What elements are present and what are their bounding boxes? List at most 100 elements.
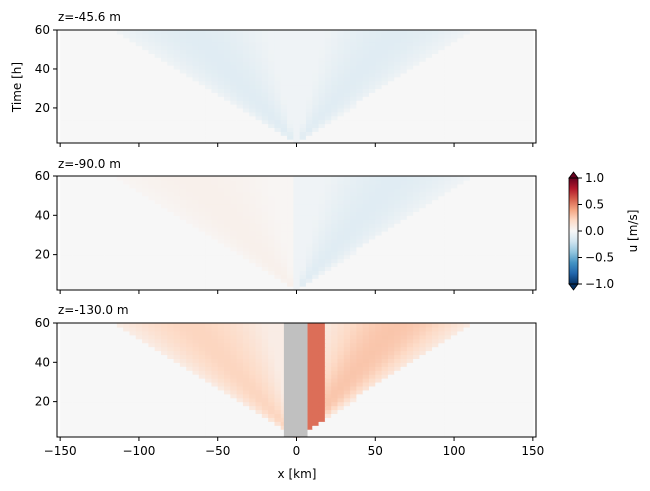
heatmap-cell: [381, 238, 389, 244]
heatmap-cell: [192, 282, 200, 287]
heatmap-cell: [469, 111, 477, 117]
heatmap-cell: [287, 250, 294, 256]
heatmap-cell: [457, 33, 465, 39]
heatmap-cell: [123, 57, 131, 62]
heatmap-cell: [520, 111, 528, 117]
heatmap-cell: [97, 30, 105, 35]
heatmap-cell: [419, 286, 427, 291]
heatmap-cell: [60, 278, 68, 283]
heatmap-cell: [450, 65, 458, 70]
heatmap-cell: [230, 262, 238, 268]
heatmap-cell: [186, 80, 194, 86]
heatmap-cell: [394, 92, 402, 97]
heatmap-cell: [72, 286, 80, 291]
heatmap-cell: [66, 417, 74, 422]
heatmap-cell: [343, 417, 351, 422]
heatmap-cell: [186, 203, 194, 209]
heatmap-cell: [394, 88, 402, 93]
heatmap-cell: [236, 223, 244, 228]
heatmap-cell: [324, 127, 332, 132]
heatmap-cell: [242, 278, 250, 283]
heatmap-cell: [413, 238, 421, 244]
heatmap-cell: [186, 207, 194, 212]
heatmap-cell: [198, 219, 206, 224]
heatmap-cell: [167, 417, 175, 422]
heatmap-cell: [482, 115, 490, 121]
heatmap-cell: [148, 76, 156, 82]
heatmap-cell: [135, 286, 143, 291]
heatmap-cell: [419, 405, 427, 411]
heatmap-cell: [476, 37, 484, 43]
heatmap-cell: [135, 417, 143, 422]
heatmap-cell: [413, 176, 421, 181]
heatmap-cell: [394, 207, 402, 212]
heatmap-cell: [356, 107, 364, 113]
heatmap-cell: [469, 421, 477, 426]
heatmap-cell: [255, 195, 263, 201]
heatmap-cell: [148, 211, 156, 216]
heatmap-cell: [135, 115, 143, 121]
heatmap-cell: [362, 227, 370, 232]
heatmap-cell: [110, 242, 118, 248]
heatmap-cell: [501, 33, 509, 39]
heatmap-cell: [110, 30, 118, 35]
heatmap-cell: [476, 203, 484, 209]
heatmap-cell: [179, 219, 187, 224]
heatmap-cell: [261, 242, 269, 248]
heatmap-cell: [261, 234, 269, 240]
heatmap-cell: [97, 41, 105, 47]
heatmap-cell: [249, 262, 257, 268]
heatmap-cell: [148, 176, 156, 181]
heatmap-cell: [343, 191, 351, 197]
heatmap-cell: [520, 234, 528, 240]
heatmap-cell: [91, 49, 99, 54]
heatmap-cell: [476, 139, 484, 144]
heatmap-cell: [457, 88, 465, 93]
heatmap-cell: [293, 215, 301, 220]
heatmap-cell: [526, 115, 534, 121]
heatmap-cell: [381, 234, 389, 240]
heatmap-cell: [104, 131, 112, 136]
heatmap-cell: [501, 234, 509, 240]
heatmap-cell: [457, 30, 465, 35]
heatmap-cell: [356, 139, 364, 144]
heatmap-cell: [488, 231, 496, 236]
heatmap-cell: [160, 215, 168, 220]
heatmap-cell: [438, 57, 446, 62]
heatmap-cell: [85, 104, 93, 109]
heatmap-cell: [368, 211, 376, 216]
heatmap-cell: [299, 250, 307, 256]
heatmap-cell: [142, 30, 149, 35]
heatmap-cell: [261, 195, 269, 201]
heatmap-cell: [513, 274, 521, 279]
heatmap-cell: [123, 100, 131, 105]
heatmap-cell: [482, 238, 490, 244]
heatmap-cell: [438, 115, 446, 121]
heatmap-cell: [413, 250, 421, 256]
heatmap-cell: [85, 215, 93, 220]
heatmap-cell: [312, 88, 320, 93]
heatmap-cell: [450, 254, 458, 260]
heatmap-cell: [211, 215, 219, 220]
heatmap-cell: [205, 250, 213, 256]
heatmap-cell: [142, 219, 149, 224]
heatmap-cell: [123, 119, 131, 125]
heatmap-cell: [173, 37, 181, 43]
heatmap-cell: [450, 135, 458, 140]
heatmap-cell: [148, 409, 156, 415]
heatmap-cell: [425, 72, 433, 78]
heatmap-cell: [425, 425, 433, 430]
heatmap-cell: [513, 100, 521, 105]
heatmap-cell: [324, 49, 332, 54]
heatmap-cell: [387, 88, 395, 93]
heatmap-cell: [217, 195, 225, 201]
heatmap-cell: [343, 187, 351, 193]
heatmap-cell: [488, 135, 496, 140]
heatmap-cell: [495, 286, 502, 291]
heatmap-cell: [375, 49, 383, 54]
heatmap-cell: [526, 183, 534, 189]
heatmap-cell: [375, 61, 383, 66]
heatmap-cell: [432, 49, 439, 54]
heatmap-cell: [507, 211, 515, 216]
heatmap-cell: [224, 433, 231, 438]
